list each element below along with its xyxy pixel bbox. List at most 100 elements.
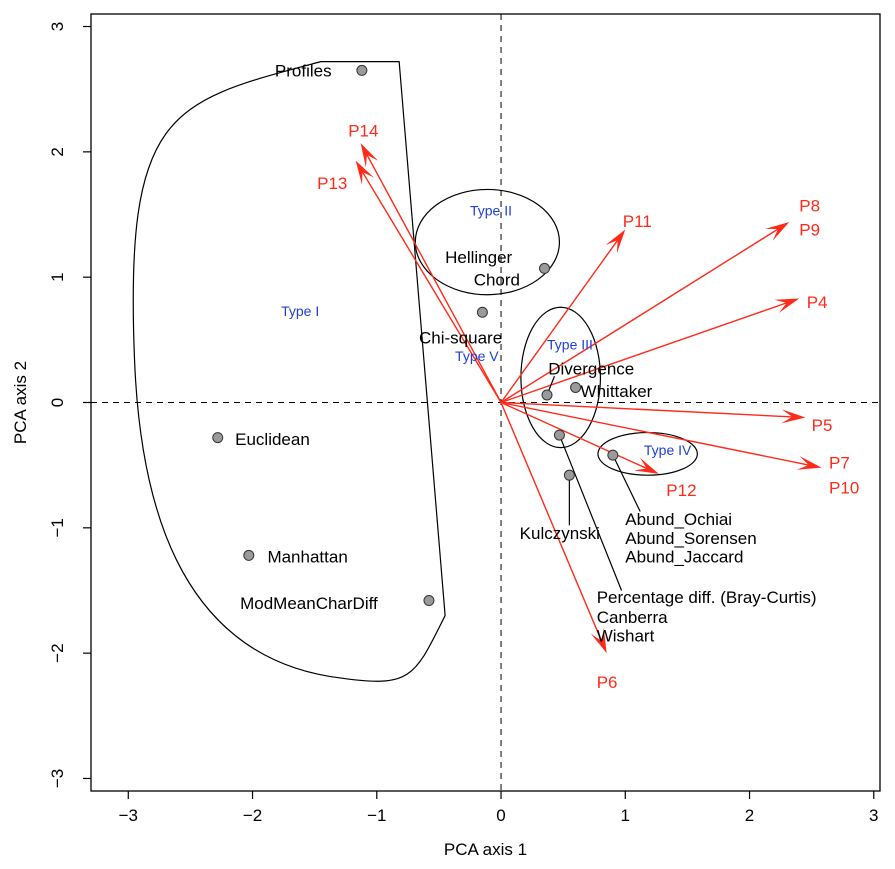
arrow-label-p9: P9 [799, 221, 820, 240]
point-chord [539, 262, 551, 274]
point-divergence [541, 389, 553, 401]
point-label-modmeanchardiff: ModMeanCharDiff [240, 594, 378, 613]
loading-arrow-2 [355, 160, 502, 403]
point-whittaker [570, 381, 582, 393]
point-modmeanchardiff [423, 595, 435, 607]
x-tick-label-2: 2 [745, 806, 754, 825]
point-label-profiles: Profiles [275, 61, 332, 80]
loading-arrow-1 [360, 143, 502, 403]
loading-arrow-4 [500, 222, 790, 404]
x-tick-label-2: −2 [243, 806, 262, 825]
x-tick-label-3: −3 [119, 806, 138, 825]
y-tick-label-1: 1 [48, 272, 67, 281]
arrow-head-9 [590, 628, 607, 654]
point-label-manhattan: Manhattan [267, 548, 347, 567]
point-label-chi-square: Chi-square [419, 328, 502, 347]
group-label-type-ii: Type II [470, 203, 512, 219]
group-enclosure-1 [132, 61, 446, 682]
arrow-shaft-6 [500, 401, 796, 418]
y-tick-label-2: 2 [48, 147, 67, 156]
arrow-head-3 [605, 229, 626, 254]
loading-arrow-8 [500, 401, 659, 474]
y-axis-title: PCA axis 2 [11, 361, 30, 444]
chart-text: Profiles Hellinger Chord Chi-square Euclidea… [235, 61, 859, 692]
arrow-label-p12: P12 [666, 481, 696, 500]
plot-frame [90, 13, 881, 792]
arrow-shaft-2 [360, 168, 502, 403]
loading-arrow-7 [500, 401, 822, 470]
arrow-head-5 [774, 298, 800, 313]
arrow-label-p11: P11 [623, 212, 652, 231]
point-label-hellinger: Hellinger [445, 248, 512, 267]
loading-arrows [355, 143, 822, 654]
loading-arrow-6 [500, 401, 806, 424]
group-enclosures [132, 61, 698, 682]
x-tick-label-1: 1 [621, 806, 630, 825]
y-tick-label-3: −3 [48, 769, 67, 788]
point-label-chord: Chord [474, 271, 520, 290]
reference-lines [91, 14, 880, 791]
group-enclosure-3 [520, 306, 602, 449]
loading-arrow-5 [500, 298, 800, 404]
arrow-label-p14: P14 [348, 122, 378, 141]
x-tick-label-3: 3 [869, 806, 878, 825]
point-label-euclidean: Euclidean [235, 430, 310, 449]
data-points [212, 64, 619, 607]
arrow-label-p10: P10 [829, 479, 859, 498]
arrow-shaft-8 [500, 401, 651, 471]
y-tick-label-0: 0 [48, 398, 67, 407]
arrow-head-1 [360, 143, 379, 168]
group-label-type-v: Type V [455, 348, 499, 364]
point-label-kulczynski: Kulczynski [520, 524, 600, 543]
point-abund-ochiai [607, 449, 619, 461]
arrow-label-p6: P6 [597, 673, 618, 692]
point-label-canberra: Canberra [597, 608, 668, 627]
arrow-head-4 [765, 222, 790, 241]
point-profiles [356, 64, 368, 76]
leader-line-3 [558, 434, 623, 591]
arrow-label-p7: P7 [829, 454, 850, 473]
arrow-head-8 [634, 457, 659, 474]
arrow-label-p13: P13 [317, 174, 347, 193]
y-tick-label-2: −2 [48, 643, 67, 662]
loading-arrow-3 [500, 229, 626, 403]
arrow-label-p8: P8 [799, 197, 820, 216]
x-tick-label-1: −1 [367, 806, 386, 825]
y-tick-label-1: −1 [48, 518, 67, 537]
arrow-shaft-4 [500, 226, 782, 404]
arrow-shaft-1 [364, 151, 502, 403]
point-label-whittaker: Whittaker [581, 382, 653, 401]
x-axis-title: PCA axis 1 [444, 840, 527, 859]
group-label-type-iv: Type IV [644, 442, 692, 458]
y-tick-label-3: 3 [48, 22, 67, 31]
arrow-shaft-7 [500, 401, 812, 467]
arrow-head-2 [355, 160, 375, 185]
point-label-percentage-diff-bray-curtis: Percentage diff. (Bray-Curtis) [597, 588, 817, 607]
point-label-abund-jaccard: Abund_Jaccard [625, 548, 743, 567]
arrow-shaft-9 [500, 402, 604, 645]
arrow-label-p5: P5 [812, 416, 833, 435]
point-label-abund-ochiai: Abund_Ochiai [625, 510, 732, 529]
point-label-wishart: Wishart [597, 627, 655, 646]
point-percentage-diff [553, 429, 565, 441]
arrow-head-7 [796, 456, 822, 470]
axis-ticks: −3 −2 −1 0 1 2 3 −3 −2 −1 0 1 2 3 [48, 22, 879, 825]
point-label-abund-sorensen: Abund_Sorensen [625, 529, 756, 548]
plot-frame-layer [90, 13, 881, 792]
loading-arrow-9 [500, 402, 607, 654]
point-euclidean [212, 432, 224, 444]
point-manhattan [243, 549, 255, 561]
point-kulczynski [563, 469, 575, 481]
arrow-head-6 [781, 409, 806, 424]
leader-line-4 [612, 454, 641, 512]
arrow-shaft-5 [500, 301, 791, 404]
arrow-label-p4: P4 [807, 293, 828, 312]
arrow-shaft-3 [500, 237, 621, 403]
group-label-type-i: Type I [281, 303, 319, 319]
point-chi-square [476, 306, 488, 318]
group-enclosure-2 [414, 188, 561, 296]
point-label-divergence: Divergence [548, 360, 634, 379]
group-label-type-iii: Type III [547, 337, 593, 353]
x-tick-label-0: 0 [496, 806, 505, 825]
